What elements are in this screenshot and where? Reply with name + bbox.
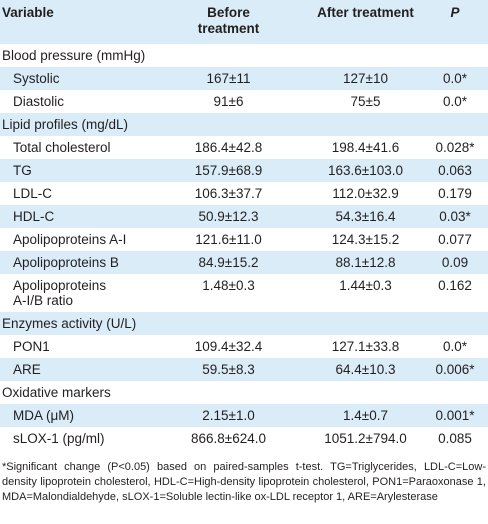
section-label: Enzymes activity (U/L): [2, 316, 137, 331]
p-value: 0.0*: [442, 71, 468, 86]
before-treatment-value: 157.9±68.9: [194, 163, 263, 178]
table-row: MDA (μM) 2.15±1.0 1.4±0.7 0.001*: [0, 404, 488, 427]
table-header: Variable Before treatment After treatmen…: [0, 0, 488, 44]
before-treatment-value: 109.4±32.4: [194, 339, 263, 354]
p-value: 0.162: [438, 278, 472, 293]
after-treatment-value: 127±10: [343, 71, 388, 86]
section-header-row: Blood pressure (mmHg): [0, 44, 488, 67]
table-row: Apolipoproteins B 84.9±15.2 88.1±12.8 0.09: [0, 251, 488, 274]
before-treatment-value: 121.6±11.0: [195, 232, 262, 247]
variable-label: TG: [13, 163, 32, 178]
before-treatment-value: 59.5±8.3: [202, 362, 255, 377]
before-treatment-value: 106.3±37.7: [194, 186, 263, 201]
before-treatment-value: 91±6: [213, 94, 244, 109]
after-treatment-value: 127.1±33.8: [331, 339, 400, 354]
before-treatment-value: 866.8±624.0: [191, 431, 266, 446]
variable-label: Apolipoproteins A-I: [13, 232, 127, 247]
after-treatment-value: 88.1±12.8: [335, 255, 396, 270]
p-value: 0.03*: [439, 209, 471, 224]
variable-label: MDA (μM): [13, 408, 75, 423]
before-treatment-value: 167±11: [206, 71, 251, 86]
p-value: 0.0*: [442, 339, 468, 354]
table-row: TG 157.9±68.9 163.6±103.0 0.063: [0, 159, 488, 182]
section-label: Lipid profiles (mg/dL): [2, 117, 129, 132]
p-value: 0.0*: [442, 94, 468, 109]
variable-label: PON1: [13, 339, 50, 354]
p-value: 0.063: [438, 163, 472, 178]
after-treatment-value: 75±5: [350, 94, 381, 109]
table-row: sLOX-1 (pg/ml) 866.8±624.0 1051.2±794.0 0.0…: [0, 427, 488, 450]
table-row: HDL-C 50.9±12.3 54.3±16.4 0.03*: [0, 205, 488, 228]
variable-label: HDL-C: [13, 209, 55, 224]
after-treatment-value: 1.44±0.3: [339, 278, 392, 293]
before-treatment-value: 186.4±42.8: [194, 140, 263, 155]
variable-label-line2: A-I/B ratio: [13, 293, 74, 308]
p-value: 0.085: [438, 431, 472, 446]
section-label: Oxidative markers: [2, 385, 111, 400]
table-row: PON1 109.4±32.4 127.1±33.8 0.0*: [0, 335, 488, 358]
header-p-value: P: [450, 5, 460, 20]
after-treatment-value: 64.4±10.3: [335, 362, 396, 377]
before-treatment-value: 2.15±1.0: [202, 408, 255, 423]
section-header-row: Lipid profiles (mg/dL): [0, 113, 488, 136]
variable-label: Systolic: [13, 71, 60, 86]
table-row: Total cholesterol 186.4±42.8 198.4±41.6 0.0…: [0, 136, 488, 159]
table-footnote: *Significant change (P<0.05) based on pa…: [2, 461, 486, 503]
table-body: Blood pressure (mmHg) Systolic 167±11 127±1…: [0, 44, 488, 450]
variable-label: Apolipoproteins B: [13, 255, 119, 270]
after-treatment-value: 54.3±16.4: [335, 209, 396, 224]
section-label: Blood pressure (mmHg): [2, 48, 146, 63]
header-before-treatment: Before treatment: [197, 5, 260, 36]
variable-label: Total cholesterol: [13, 140, 111, 155]
p-value: 0.001*: [435, 408, 475, 423]
after-treatment-value: 1051.2±794.0: [324, 431, 407, 446]
table-row: Apolipoproteins A-I 121.6±11.0 124.3±15.2 0…: [0, 228, 488, 251]
p-value: 0.09: [441, 255, 469, 270]
after-treatment-value: 112.0±32.9: [332, 186, 399, 201]
table-row: Apolipoproteins A-I/B ratio 1.48±0.3 1.44±0…: [0, 274, 488, 312]
before-treatment-value: 50.9±12.3: [198, 209, 259, 224]
after-treatment-value: 163.6±103.0: [328, 163, 403, 178]
variable-label: Diastolic: [13, 94, 65, 109]
variable-label: sLOX-1 (pg/ml): [13, 431, 105, 446]
p-value: 0.077: [438, 232, 472, 247]
after-treatment-value: 1.4±0.7: [343, 408, 388, 423]
after-treatment-value: 198.4±41.6: [331, 140, 400, 155]
before-treatment-value: 1.48±0.3: [202, 278, 255, 293]
after-treatment-value: 124.3±15.2: [331, 232, 400, 247]
p-value: 0.006*: [435, 362, 475, 377]
table-row: LDL-C 106.3±37.7 112.0±32.9 0.179: [0, 182, 488, 205]
table-row: Systolic 167±11 127±10 0.0*: [0, 67, 488, 90]
header-after-treatment: After treatment: [317, 5, 414, 20]
table-row: Diastolic 91±6 75±5 0.0*: [0, 90, 488, 113]
section-header-row: Oxidative markers: [0, 381, 488, 404]
variable-label: Apolipoproteins: [13, 278, 107, 293]
variable-label: ARE: [13, 362, 41, 377]
p-value: 0.028*: [435, 140, 475, 155]
header-variable: Variable: [2, 5, 54, 20]
before-treatment-value: 84.9±15.2: [198, 255, 259, 270]
variable-label: LDL-C: [13, 186, 53, 201]
section-header-row: Enzymes activity (U/L): [0, 312, 488, 335]
p-value: 0.179: [438, 186, 472, 201]
table-row: ARE 59.5±8.3 64.4±10.3 0.006*: [0, 358, 488, 381]
